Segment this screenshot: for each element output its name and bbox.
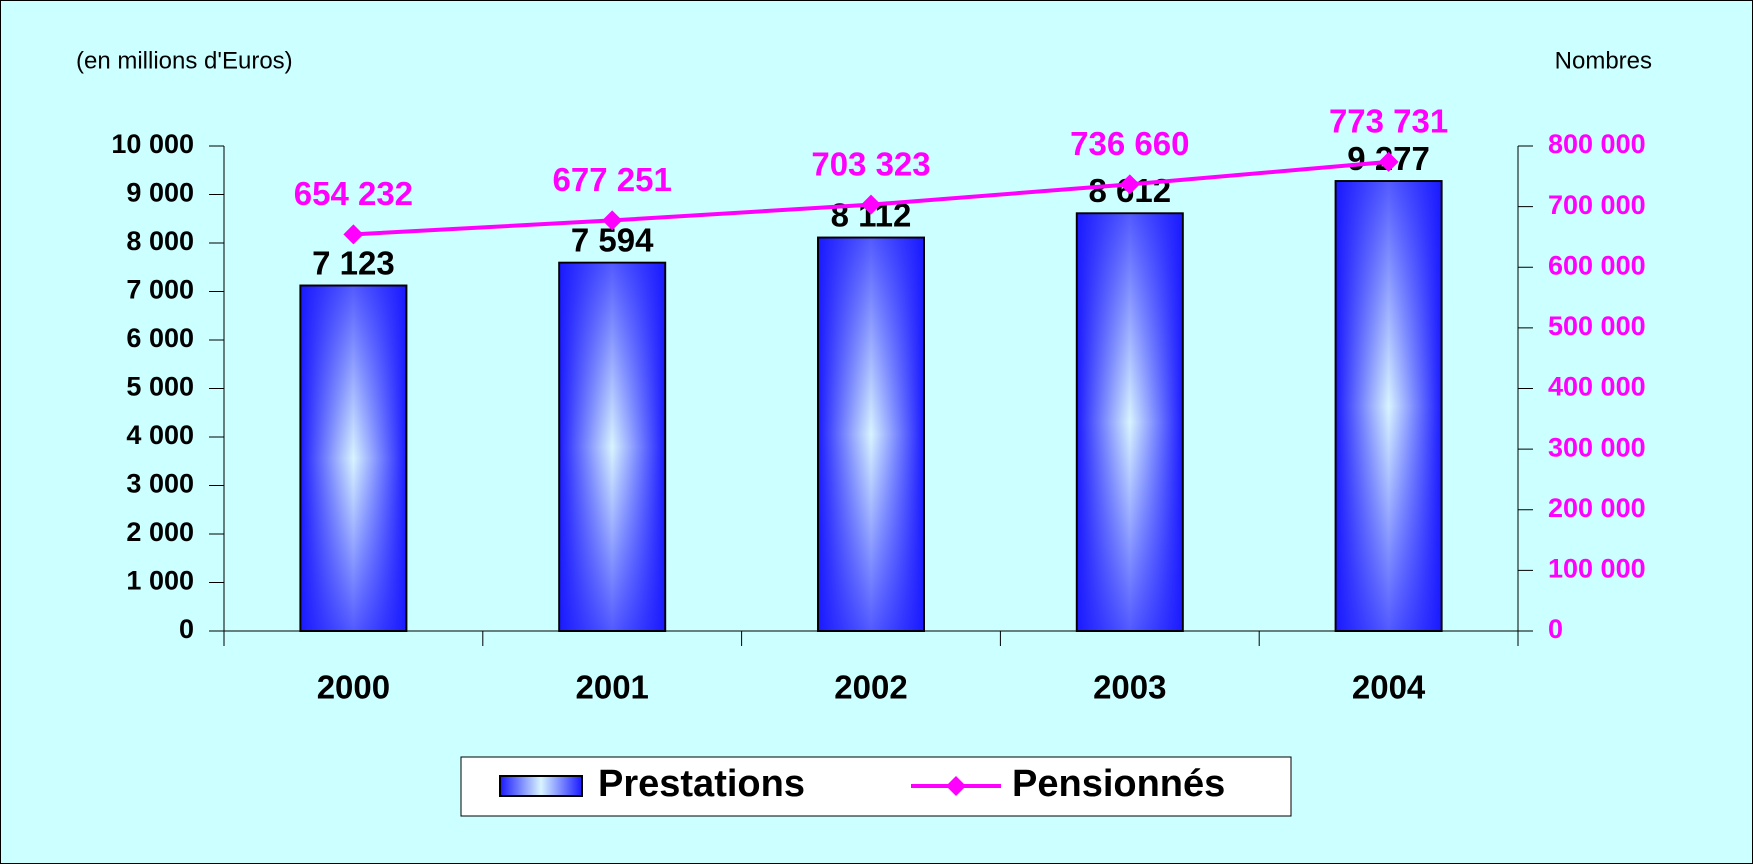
y2-tick-label: 600 000 [1548, 250, 1646, 280]
x-tick-label: 2004 [1352, 669, 1426, 706]
y-tick-label: 2 000 [126, 517, 194, 547]
line-value-label: 773 731 [1329, 103, 1448, 140]
y2-tick-label: 500 000 [1548, 311, 1646, 341]
line-marker [1119, 174, 1140, 195]
bar-shade [1336, 182, 1441, 631]
y-tick-label: 9 000 [126, 178, 194, 208]
y2-tick-label: 100 000 [1548, 554, 1646, 584]
y-tick-label: 4 000 [126, 420, 194, 450]
y2-axis-label: Nombres [1555, 47, 1652, 74]
y-tick-label: 0 [179, 614, 194, 644]
bar-value-label: 7 123 [312, 244, 395, 281]
legend-marker [946, 776, 966, 796]
y2-tick-label: 800 000 [1548, 129, 1646, 159]
y-tick-label: 3 000 [126, 469, 194, 499]
line-value-label: 703 323 [811, 145, 930, 182]
line-marker [1378, 151, 1399, 172]
line-marker [602, 210, 623, 231]
bar-shade [560, 263, 665, 630]
x-tick-label: 2000 [317, 669, 390, 706]
bar-shade [301, 286, 406, 630]
line-marker [861, 194, 881, 215]
y-tick-label: 8 000 [126, 226, 194, 256]
legend-box [460, 756, 1292, 817]
bar-shade [819, 238, 923, 630]
y-tick-label: 10 000 [111, 129, 194, 159]
x-tick-label: 2002 [834, 669, 907, 706]
y2-tick-label: 700 000 [1548, 190, 1646, 220]
y-tick-label: 5 000 [126, 372, 194, 402]
y-tick-label: 7 000 [126, 275, 194, 305]
y2-tick-label: 0 [1548, 614, 1563, 644]
legend-label: Pensionnés [1012, 763, 1225, 805]
legend-label: Prestations [598, 763, 805, 805]
y2-tick-label: 400 000 [1548, 372, 1646, 402]
y-tick-label: 6 000 [126, 323, 194, 353]
line-value-label: 736 660 [1070, 125, 1189, 162]
x-tick-label: 2001 [575, 669, 648, 706]
y-tick-label: 1 000 [126, 566, 194, 596]
x-tick-label: 2003 [1093, 669, 1166, 706]
line-value-label: 677 251 [553, 161, 672, 198]
y2-tick-label: 300 000 [1548, 432, 1646, 462]
line-marker [343, 224, 364, 245]
y-axis-label: (en millions d'Euros) [76, 47, 293, 74]
y2-tick-label: 200 000 [1548, 493, 1646, 523]
legend-swatch [499, 775, 583, 797]
line-value-label: 654 232 [294, 175, 413, 212]
bar-shade [1077, 214, 1182, 630]
